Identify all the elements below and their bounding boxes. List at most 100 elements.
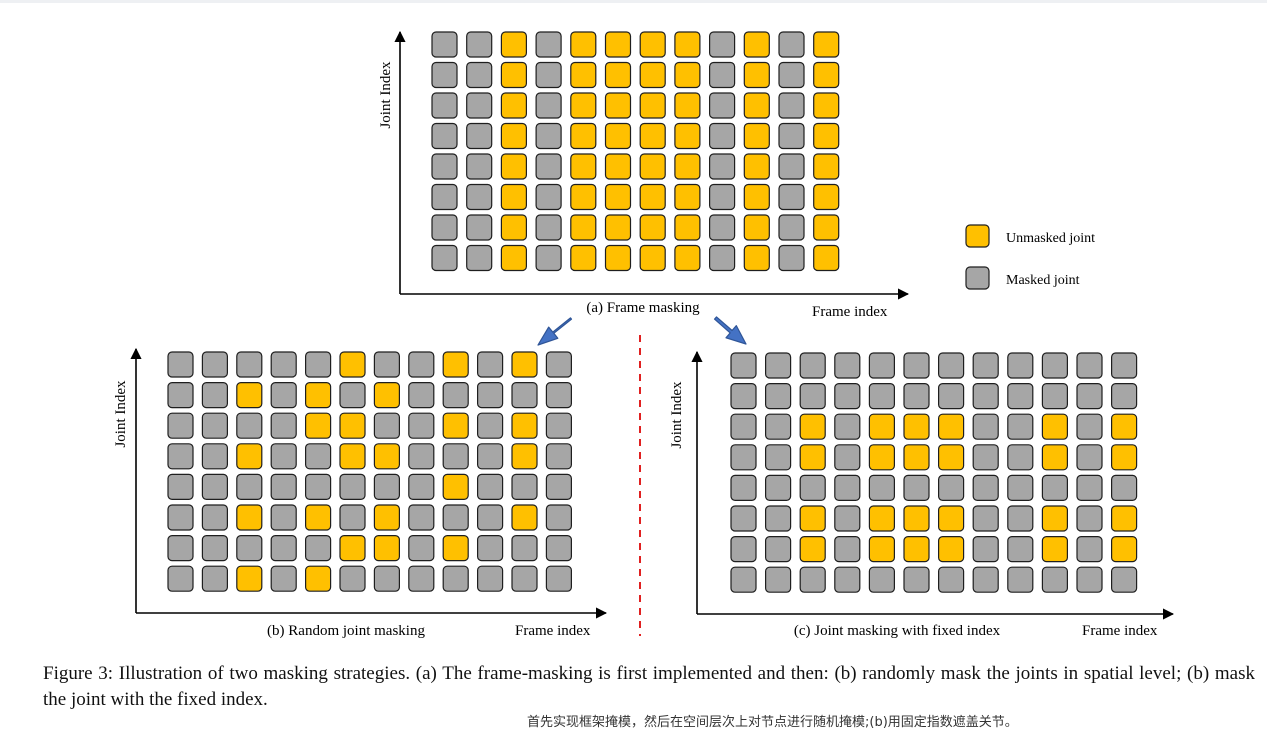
unmasked-joint-tile — [937, 444, 965, 471]
unmasked-joint-tile — [305, 382, 332, 409]
masked-joint-tile — [834, 535, 861, 563]
unmasked-joint-tile — [442, 534, 469, 562]
unmasked-joint-tile — [570, 92, 597, 119]
masked-joint-tile — [545, 504, 573, 531]
unmasked-joint-tile — [813, 153, 840, 180]
legend-masked-swatch — [965, 266, 990, 290]
masked-joint-tile — [373, 351, 400, 378]
masked-joint-tile — [201, 504, 228, 531]
masked-joint-tile — [730, 505, 757, 532]
unmasked-joint-tile — [903, 535, 930, 563]
masked-joint-tile — [305, 443, 332, 470]
unmasked-joint-tile — [570, 214, 597, 241]
masked-joint-tile — [431, 61, 458, 89]
masked-joint-tile — [466, 214, 493, 241]
masked-joint-tile — [1007, 413, 1034, 440]
masked-joint-tile — [431, 122, 458, 150]
unmasked-joint-tile — [236, 443, 263, 470]
masked-joint-tile — [903, 566, 930, 593]
unmasked-joint-tile — [604, 31, 632, 58]
masked-joint-tile — [511, 534, 538, 562]
masked-joint-tile — [868, 352, 896, 379]
masked-joint-tile — [201, 443, 228, 470]
unmasked-joint-tile — [639, 92, 666, 119]
arrow-to-panel-c — [713, 316, 747, 345]
unmasked-joint-tile — [1110, 413, 1138, 440]
masked-joint-tile — [442, 565, 469, 592]
unmasked-joint-tile — [813, 183, 840, 211]
masked-joint-tile — [1007, 444, 1034, 471]
masked-joint-tile — [708, 153, 736, 180]
masked-joint-tile — [1110, 474, 1138, 501]
masked-joint-tile — [730, 474, 757, 501]
panel-b-y-axis-label: Joint Index — [113, 380, 129, 448]
masked-joint-tile — [708, 31, 736, 58]
unmasked-joint-tile — [868, 413, 896, 440]
unmasked-joint-tile — [743, 153, 770, 180]
masked-joint-tile — [477, 382, 504, 409]
unmasked-joint-tile — [570, 183, 597, 211]
unmasked-joint-tile — [236, 565, 263, 592]
unmasked-joint-tile — [743, 244, 770, 272]
legend-masked-label: Masked joint — [1006, 273, 1080, 288]
unmasked-joint-tile — [743, 183, 770, 211]
masked-joint-tile — [431, 92, 458, 119]
panel-a-y-axis-label: Joint Index — [378, 61, 394, 129]
masked-joint-tile — [431, 214, 458, 241]
masked-joint-tile — [764, 535, 792, 563]
masked-joint-tile — [708, 122, 736, 150]
masked-joint-tile — [442, 504, 469, 531]
masked-joint-tile — [834, 474, 861, 501]
unmasked-joint-tile — [604, 61, 632, 89]
masked-joint-tile — [201, 382, 228, 409]
masked-joint-tile — [201, 534, 228, 562]
masked-joint-tile — [834, 413, 861, 440]
masked-joint-tile — [730, 383, 757, 410]
unmasked-joint-tile — [743, 92, 770, 119]
panel-b-tile-grid — [167, 351, 573, 592]
masked-joint-tile — [972, 474, 999, 501]
arrow-to-panel-b — [537, 317, 573, 346]
masked-joint-tile — [1041, 474, 1069, 501]
unmasked-joint-tile — [373, 504, 400, 531]
masked-joint-tile — [1007, 505, 1034, 532]
masked-joint-tile — [799, 474, 826, 501]
masked-joint-tile — [972, 413, 999, 440]
masked-joint-tile — [373, 565, 400, 592]
unmasked-joint-tile — [903, 505, 930, 532]
masked-joint-tile — [545, 443, 573, 470]
panel-c-x-axis-label: Frame index — [1082, 623, 1158, 639]
masked-joint-tile — [730, 352, 757, 379]
masked-joint-tile — [201, 412, 228, 439]
panel-b-subtitle: (b) Random joint masking — [267, 623, 425, 639]
masked-joint-tile — [339, 504, 366, 531]
masked-joint-tile — [535, 244, 562, 272]
masked-joint-tile — [730, 535, 757, 563]
unmasked-joint-tile — [1110, 535, 1138, 563]
masked-joint-tile — [431, 31, 458, 58]
masked-joint-tile — [167, 565, 194, 592]
masked-joint-tile — [408, 565, 435, 592]
masked-joint-tile — [466, 31, 493, 58]
unmasked-joint-tile — [813, 92, 840, 119]
unmasked-joint-tile — [799, 413, 826, 440]
masked-joint-tile — [431, 244, 458, 272]
masked-joint-tile — [1076, 352, 1103, 379]
unmasked-joint-tile — [604, 244, 632, 272]
masked-joint-tile — [834, 352, 861, 379]
unmasked-joint-tile — [639, 122, 666, 150]
masked-joint-tile — [778, 244, 805, 272]
masked-joint-tile — [708, 61, 736, 89]
masked-joint-tile — [764, 413, 792, 440]
masked-joint-tile — [1007, 474, 1034, 501]
unmasked-joint-tile — [799, 535, 826, 563]
masked-joint-tile — [778, 61, 805, 89]
masked-joint-tile — [305, 473, 332, 500]
masked-joint-tile — [201, 473, 228, 500]
unmasked-joint-tile — [813, 214, 840, 241]
masked-joint-tile — [1076, 566, 1103, 593]
masked-joint-tile — [730, 566, 757, 593]
masked-joint-tile — [408, 351, 435, 378]
panel-a-tile-grid — [431, 31, 840, 272]
masked-joint-tile — [799, 566, 826, 593]
